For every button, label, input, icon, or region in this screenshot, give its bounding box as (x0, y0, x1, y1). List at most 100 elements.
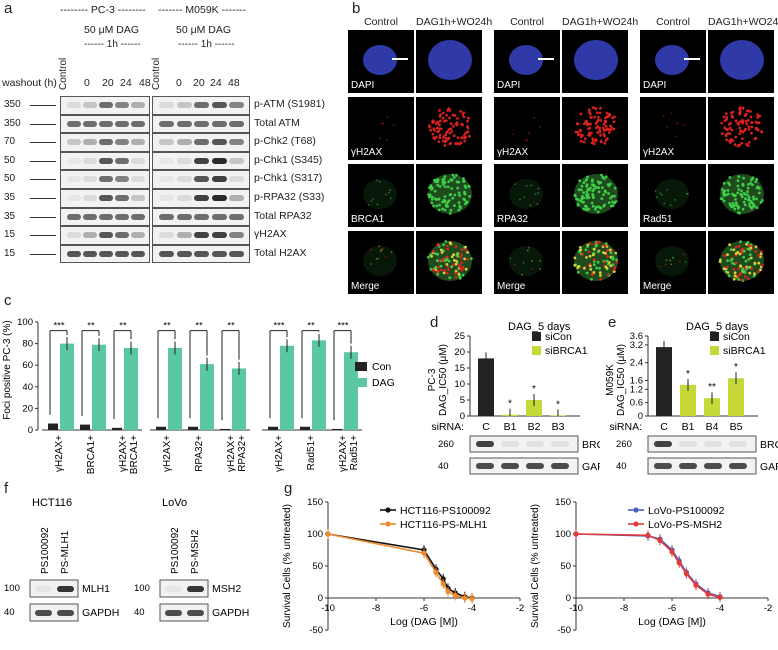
micro-image (573, 173, 618, 214)
micro-row-label: Merge (643, 281, 672, 292)
focus-dot (610, 204, 613, 208)
focus-dot (755, 186, 759, 190)
si-bar (656, 347, 672, 416)
focus-dot (466, 126, 470, 130)
focus-dot (734, 198, 737, 201)
focus-dot (738, 252, 742, 256)
c-legend-con: Con (372, 361, 391, 373)
focus-dot (740, 278, 744, 282)
blot-band (83, 250, 97, 257)
focus-dot (737, 278, 741, 281)
focus-dot (754, 180, 758, 183)
focus-dot (431, 195, 434, 199)
focus-dot (590, 201, 594, 205)
panel-a-dag-time-2: ------ 1h ------ (178, 39, 235, 50)
focus-dot (438, 185, 442, 188)
focus-dot (463, 184, 467, 188)
focus-dot (608, 124, 612, 128)
focus-dot (436, 272, 440, 276)
focus-dot (754, 250, 758, 253)
blot-band (115, 176, 129, 183)
micro-row-label: RPA32 (497, 214, 528, 225)
g-ytick-label: 100 (307, 529, 323, 540)
blot-band (131, 213, 145, 220)
focus-dot (512, 133, 515, 136)
focus-dot (429, 267, 433, 271)
g-ytick-label: -50 (309, 625, 323, 636)
protein-label: γH2AX (254, 228, 287, 241)
focus-dot (760, 264, 764, 267)
focus-dot (602, 123, 606, 126)
focus-dot (602, 244, 606, 247)
focus-dot (435, 204, 439, 208)
mw-tick (30, 123, 56, 125)
blot-band (159, 213, 174, 220)
c-xtick-line: BRCA1+ (86, 435, 97, 474)
blot-band (194, 157, 209, 164)
focus-dot (756, 116, 760, 119)
blot-band (176, 120, 192, 127)
si-blot-band (551, 441, 569, 447)
focus-dot (726, 128, 729, 132)
focus-dot (525, 138, 528, 141)
blot-box (152, 226, 250, 245)
f-lane-label: PS-MSH2 (190, 529, 201, 574)
focus-dot (748, 202, 751, 206)
focus-dot (594, 126, 598, 130)
c-xtick-line: γH2AX+ (54, 435, 65, 472)
micro-image (654, 179, 689, 209)
blot-box (60, 96, 150, 115)
micro-tile (416, 231, 482, 294)
g-legend-label: LoVo-PS-MSH2 (648, 519, 722, 531)
nucleus-shape (363, 45, 397, 75)
micro-tile: Merge (640, 231, 706, 294)
g-ytick-label: -50 (557, 625, 571, 636)
focus-dot (429, 186, 433, 190)
focus-dot (444, 133, 448, 137)
focus-dot (446, 185, 450, 189)
blot-band (99, 157, 113, 164)
focus-dot (591, 137, 595, 140)
focus-dot (442, 136, 446, 139)
focus-dot (431, 119, 435, 123)
focus-dot (597, 186, 600, 189)
blot-band (83, 195, 97, 201)
blot-band (131, 102, 145, 108)
micro-image (427, 173, 472, 215)
micro-row-label: BRCA1 (351, 214, 385, 225)
focus-dot (738, 132, 742, 135)
si-ytick-label: 0 (460, 411, 465, 422)
f-blot-band (35, 586, 52, 592)
focus-dot (605, 259, 609, 263)
protein-label: Total ATM (254, 116, 300, 129)
focus-dot (526, 249, 529, 252)
focus-dot (582, 266, 586, 270)
focus-dot (454, 245, 458, 249)
focus-dot (466, 119, 469, 123)
focus-dot (752, 197, 755, 201)
focus-dot (600, 197, 604, 200)
focus-dot (725, 116, 729, 119)
c-legend-dag: DAG (372, 377, 395, 389)
blot-band (229, 232, 244, 239)
focus-dot (581, 134, 584, 137)
focus-dot (756, 113, 759, 117)
focus-dot (615, 258, 618, 262)
focus-dot (457, 180, 461, 184)
focus-dot (605, 128, 608, 132)
focus-dot (722, 199, 726, 203)
focus-dot (461, 273, 465, 277)
c-bar-dag (168, 347, 182, 430)
g-ytick-label: 150 (555, 497, 571, 508)
focus-dot (521, 273, 523, 276)
g-legend-label: HCT116-PS-MLH1 (400, 519, 487, 531)
micro-image (719, 174, 764, 215)
focus-dot (448, 116, 451, 120)
micro-tile: DAPI (494, 30, 560, 93)
micro-tile: Merge (494, 231, 560, 294)
focus-dot (730, 128, 734, 132)
focus-dot (462, 177, 465, 181)
panel-a-washout-label: washout (h) (2, 77, 57, 89)
focus-dot (748, 204, 752, 208)
si-sig-label: * (508, 399, 512, 410)
